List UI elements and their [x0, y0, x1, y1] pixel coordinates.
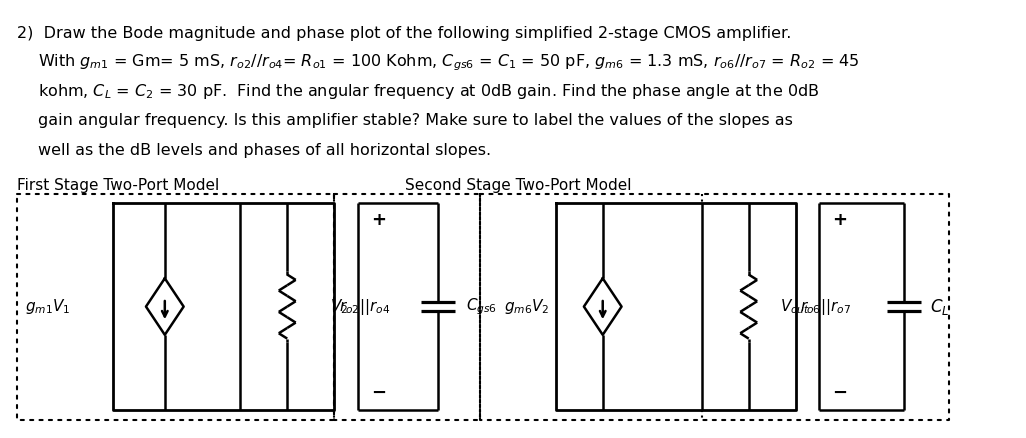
- Text: $g_{m1}V_1$: $g_{m1}V_1$: [26, 297, 71, 316]
- Text: −: −: [832, 384, 847, 402]
- Text: gain angular frequency. Is this amplifier stable? Make sure to label the values : gain angular frequency. Is this amplifie…: [38, 113, 792, 127]
- Text: $C_{gs6}$: $C_{gs6}$: [466, 296, 498, 317]
- Text: 2)  Draw the Bode magnitude and phase plot of the following simplified 2-stage C: 2) Draw the Bode magnitude and phase plo…: [17, 26, 791, 41]
- Text: With $g_{m1}$ = Gm= 5 mS, $r_{o2}$//$ r_{o4}$= $R_{o1}$ = 100 Kohm, $C_{gs6}$ = : With $g_{m1}$ = Gm= 5 mS, $r_{o2}$//$ r_…: [38, 52, 859, 73]
- Text: First Stage Two-Port Model: First Stage Two-Port Model: [17, 177, 220, 193]
- Text: $g_{m6}V_2$: $g_{m6}V_2$: [504, 297, 549, 316]
- Text: $V_2$: $V_2$: [330, 297, 349, 316]
- Text: $r_{o2}$||$r_{o4}$: $r_{o2}$||$r_{o4}$: [339, 297, 390, 317]
- Text: $V_{out}$: $V_{out}$: [780, 297, 810, 316]
- Text: well as the dB levels and phases of all horizontal slopes.: well as the dB levels and phases of all …: [38, 143, 490, 158]
- Text: $r_{o6}$||$r_{o7}$: $r_{o6}$||$r_{o7}$: [800, 297, 852, 317]
- Text: $C_L$: $C_L$: [931, 297, 950, 317]
- Text: kohm, $C_L$ = $C_2$ = 30 pF.  Find the angular frequency at 0dB gain. Find the p: kohm, $C_L$ = $C_2$ = 30 pF. Find the an…: [38, 82, 819, 102]
- Text: Second Stage Two-Port Model: Second Stage Two-Port Model: [405, 177, 631, 193]
- Text: −: −: [371, 384, 386, 402]
- Text: +: +: [832, 211, 847, 229]
- Text: +: +: [371, 211, 386, 229]
